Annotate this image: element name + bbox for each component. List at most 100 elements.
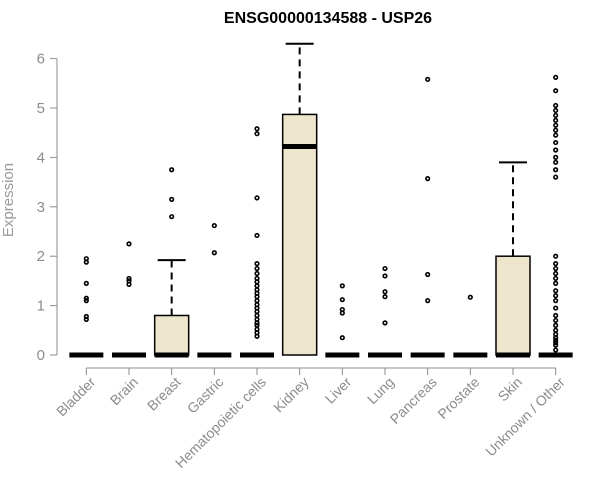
outlier-point — [254, 261, 260, 267]
outlier-point — [339, 335, 345, 341]
outlier-point — [382, 289, 388, 295]
outlier-point — [83, 298, 89, 304]
chart-title: ENSG00000134588 - USP26 — [224, 10, 432, 27]
outlier-point — [83, 295, 89, 301]
x-category-label: Skin — [495, 374, 526, 405]
box-group — [325, 283, 360, 358]
y-axis-label: Expression — [0, 163, 17, 237]
outlier-point — [254, 270, 260, 277]
y-tick-label: 0 — [37, 347, 45, 364]
outlier-point — [553, 331, 559, 337]
outlier-point — [425, 176, 431, 182]
outlier-point — [553, 74, 559, 80]
box-group — [153, 167, 190, 358]
box-group — [69, 256, 104, 358]
outlier-point — [254, 275, 260, 282]
outlier-point — [83, 256, 89, 262]
outlier-point — [553, 312, 559, 319]
y-tick-label: 4 — [37, 149, 45, 166]
outlier-point — [339, 283, 345, 289]
x-category-label: Breast — [144, 374, 184, 414]
outlier-point — [254, 287, 260, 293]
box-group — [281, 42, 318, 356]
x-category-label: Kidney — [270, 374, 312, 416]
box-group — [112, 241, 146, 358]
outlier-point — [553, 280, 559, 286]
outlier-point — [553, 298, 559, 304]
box-group — [410, 76, 445, 358]
outlier-point — [83, 280, 89, 286]
outlier-point — [553, 102, 559, 109]
x-category-label: Prostate — [434, 374, 482, 422]
outlier-point — [254, 283, 260, 289]
outlier-point — [254, 232, 260, 239]
outlier-point — [553, 147, 559, 153]
x-category-label: Liver — [322, 374, 355, 407]
outlier-point — [382, 320, 388, 326]
outlier-point — [382, 265, 388, 272]
outlier-point — [553, 270, 559, 277]
outlier-point — [553, 88, 559, 94]
outlier-point — [467, 294, 473, 300]
box-group — [368, 265, 402, 358]
outlier-point — [553, 265, 559, 272]
outlier-point — [126, 275, 132, 282]
plot-layer — [69, 42, 573, 358]
outlier-point — [425, 76, 431, 82]
x-category-label: Pancreas — [387, 374, 440, 427]
outlier-point — [553, 139, 559, 146]
y-tick-label: 5 — [37, 100, 45, 117]
box-iqr — [495, 255, 531, 356]
outlier-point — [553, 117, 559, 123]
outlier-point — [425, 271, 431, 278]
y-tick-label: 2 — [37, 248, 45, 265]
outlier-point — [254, 195, 260, 201]
outlier-point — [254, 322, 260, 328]
y-tick-label: 1 — [37, 298, 45, 315]
outlier-point — [553, 154, 559, 160]
x-category-label: Bladder — [53, 374, 99, 420]
outlier-point — [553, 112, 559, 119]
outlier-point — [126, 241, 132, 247]
outlier-point — [254, 326, 260, 332]
x-category-label: Brain — [107, 374, 141, 408]
outlier-point — [553, 275, 559, 282]
outlier-point — [553, 347, 559, 353]
outlier-point — [553, 127, 559, 133]
outlier-point — [553, 159, 559, 165]
outlier-point — [553, 305, 559, 311]
outlier-point — [553, 342, 559, 348]
outlier-point — [382, 294, 388, 300]
y-tick-label: 6 — [37, 51, 45, 68]
outlier-point — [553, 322, 559, 328]
outlier-point — [339, 297, 345, 303]
outlier-point — [254, 302, 260, 308]
outlier-point — [553, 317, 559, 324]
outlier-point — [553, 174, 559, 180]
outlier-point — [553, 132, 559, 138]
outlier-point — [126, 278, 132, 284]
outlier-point — [254, 298, 260, 304]
box-iqr — [153, 314, 190, 356]
outlier-point — [211, 222, 217, 229]
outlier-point — [169, 196, 175, 202]
box-iqr — [281, 113, 318, 356]
outlier-point — [553, 327, 559, 333]
outlier-point — [553, 288, 559, 294]
outlier-point — [553, 167, 559, 173]
box-group — [197, 222, 232, 358]
outlier-point — [553, 293, 559, 299]
outlier-point — [83, 313, 89, 320]
outlier-point — [254, 265, 260, 272]
outlier-point — [254, 316, 260, 323]
outlier-point — [254, 126, 260, 132]
outlier-point — [254, 131, 260, 137]
outlier-point — [169, 167, 175, 173]
outlier-point — [553, 337, 559, 343]
outlier-point — [425, 298, 431, 304]
outlier-point — [211, 250, 217, 256]
outlier-point — [553, 107, 559, 114]
outlier-point — [553, 261, 559, 267]
